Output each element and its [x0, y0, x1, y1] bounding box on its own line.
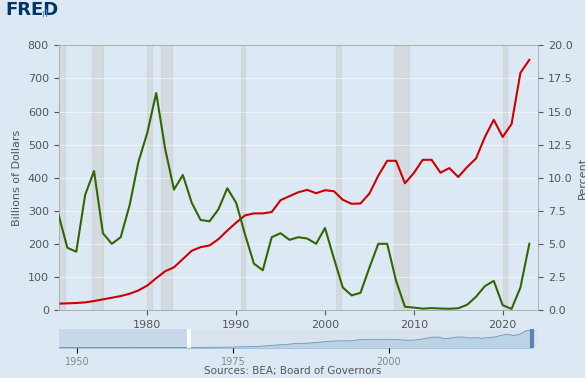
Bar	[336, 45, 340, 310]
Bar	[394, 45, 410, 310]
Bar	[190, 329, 538, 348]
Bar	[92, 45, 103, 310]
Y-axis label: Percent: Percent	[578, 156, 585, 199]
Bar	[161, 45, 172, 310]
Bar	[56, 45, 65, 310]
Text: ıl: ıl	[42, 9, 49, 19]
Text: Sources: BEA; Board of Governors: Sources: BEA; Board of Governors	[204, 366, 381, 376]
Y-axis label: Billions of Dollars: Billions of Dollars	[12, 130, 22, 226]
Text: FRED: FRED	[6, 1, 59, 19]
Bar	[503, 45, 507, 310]
Bar	[240, 45, 245, 310]
Bar	[147, 45, 152, 310]
